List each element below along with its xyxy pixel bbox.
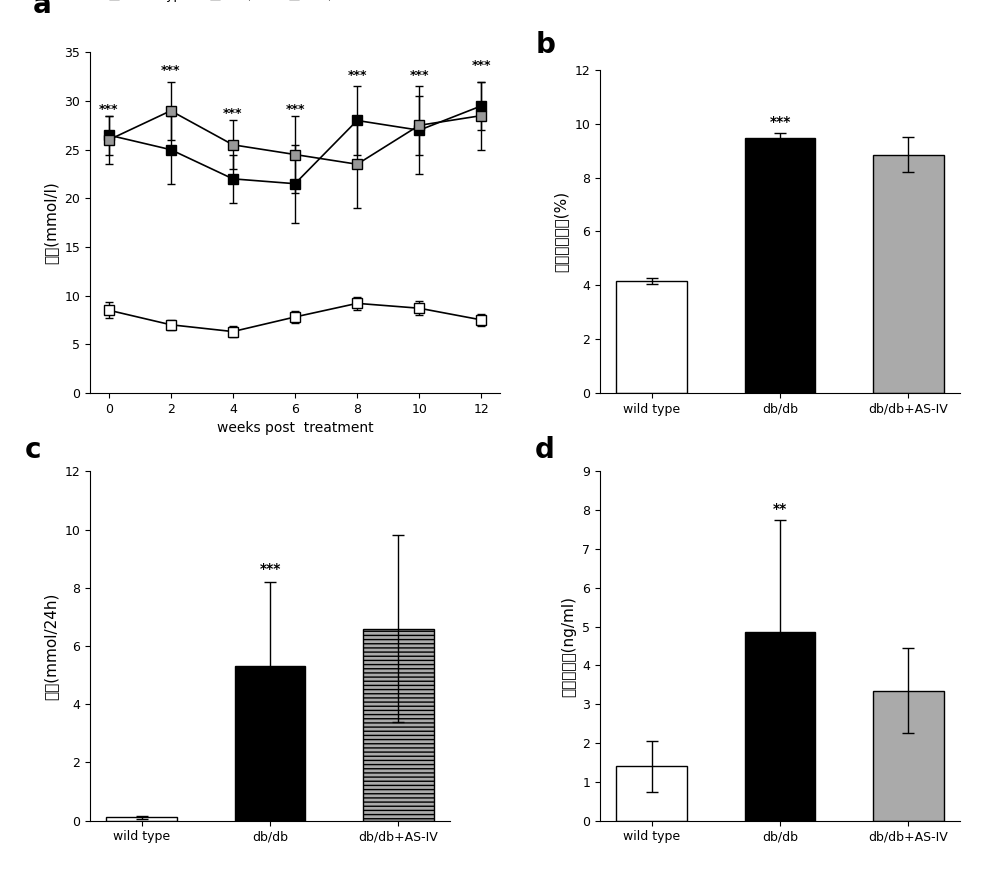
Y-axis label: 血清胰岛素(ng/ml): 血清胰岛素(ng/ml) [562,595,577,697]
Bar [873,155,944,393]
Y-axis label: 尿糖(mmol/24h): 尿糖(mmol/24h) [44,593,59,699]
Text: ***: *** [259,562,281,576]
Text: b: b [535,31,555,59]
Bar [235,666,305,821]
Bar [363,629,434,821]
Bar [873,691,944,821]
Text: ***: *** [99,103,118,115]
Bar [616,766,687,821]
Text: d: d [535,436,555,464]
Text: c: c [25,436,42,464]
Text: ***: *** [347,69,367,81]
Y-axis label: 血糖(mmol/l): 血糖(mmol/l) [44,182,59,264]
Text: ***: *** [223,107,243,120]
Y-axis label: 糖化血红蛋白(%): 糖化血红蛋白(%) [554,191,569,272]
Legend: wild type, db/db, db/db+AS-IV: wild type, db/db, db/db+AS-IV [96,0,398,7]
Text: a: a [33,0,51,19]
Text: **: ** [773,502,787,516]
Text: ***: *** [161,64,181,77]
Text: ***: *** [472,58,491,72]
Bar [745,632,815,821]
Bar [616,281,687,393]
Text: ***: *** [769,114,791,128]
X-axis label: weeks post  treatment: weeks post treatment [217,421,373,435]
Bar [106,817,177,821]
Bar [745,139,815,393]
Text: ***: *** [409,69,429,81]
Text: ***: *** [285,103,305,115]
